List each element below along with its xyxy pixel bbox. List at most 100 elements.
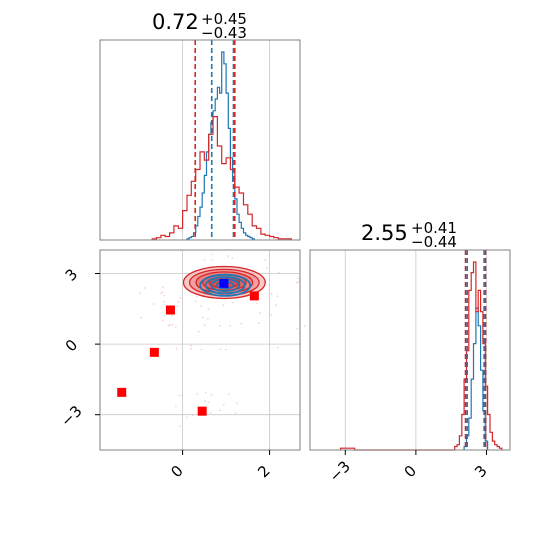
hist2-quantile-lines <box>464 250 487 450</box>
scatter-contour-1-1 <box>204 276 246 295</box>
scatter-marker-0 <box>249 291 259 301</box>
scatter-sample-dot <box>240 322 242 325</box>
scatter-sample-dot <box>204 400 207 402</box>
scatter-sample-dot <box>196 295 198 298</box>
hist-panel-2: 2.55 +0.41 −0.44 −3 0 3 <box>309 219 511 486</box>
hist-panel-1: 0.72 +0.45 −0.43 <box>99 10 301 241</box>
hist2-grid <box>344 250 487 450</box>
scatter-sample-dot <box>219 325 222 327</box>
scatter-sample-dot <box>231 257 234 259</box>
hist1-series <box>151 51 292 240</box>
scatter-sample-dot <box>200 348 203 351</box>
scatter-sample-dot <box>201 316 204 319</box>
scatter-sample-dot <box>219 348 222 351</box>
hist1-series-line-1 <box>151 116 292 240</box>
scatter-sample-dot <box>266 266 269 269</box>
scatter-marker-4 <box>197 406 207 416</box>
scatter-sample-dot <box>227 393 230 396</box>
scatter-sample-dot <box>198 330 200 333</box>
scatter-sample-dot <box>167 324 170 327</box>
scatter-sample-dot <box>175 347 178 350</box>
scatter-sample-dot <box>190 344 192 347</box>
scatter-sample-dot <box>276 295 279 298</box>
scatter-sample-dot <box>236 402 238 405</box>
scatter-frame <box>99 249 301 451</box>
hist2-x-tick-label-0: −3 <box>326 457 354 485</box>
scatter-sample-dot <box>143 287 146 289</box>
hist1-title-plus: +0.45 <box>201 10 247 28</box>
scatter-sample-dot <box>234 412 237 415</box>
scatter-sample-dot <box>181 394 184 396</box>
hist1-title-minus: −0.43 <box>201 24 247 42</box>
scatter-sample-dot <box>277 346 279 349</box>
scatter-sample-dot <box>297 280 300 283</box>
scatter-sample-dot <box>203 324 206 327</box>
hist2-x-ticks: −3 0 3 <box>326 450 491 486</box>
hist1-series-line-0 <box>186 51 255 240</box>
scatter-sample-dot <box>161 291 164 294</box>
scatter-sample-dot <box>152 303 155 305</box>
scatter-sample-dot <box>207 308 210 311</box>
scatter-sample-dot <box>295 281 298 284</box>
scatter-sample-dot <box>232 301 235 304</box>
scatter-sample-dot <box>303 325 306 328</box>
scatter-sample-dot <box>278 271 280 274</box>
scatter-sample-dot <box>161 286 164 289</box>
scatter-sample-dot <box>211 253 214 256</box>
hist2-title-minus: −0.44 <box>411 233 457 251</box>
scatter-sample-dot <box>264 258 266 261</box>
scatter-sample-dot <box>174 326 177 328</box>
scatter-truth-marker <box>219 278 229 288</box>
scatter-sample-dot <box>222 403 225 406</box>
scatter-y-tick-label-0: −3 <box>57 402 85 430</box>
hist2-title-plus: +0.41 <box>411 219 457 237</box>
scatter-sample-dot <box>297 277 300 279</box>
scatter-sample-dot <box>161 319 164 322</box>
scatter-sample-dot <box>222 304 225 306</box>
scatter-sample-dot <box>185 416 188 419</box>
scatter-sample-dot <box>169 323 171 326</box>
hist1-grid <box>182 40 270 240</box>
scatter-marker-2 <box>149 347 159 357</box>
scatter-sample-dot <box>226 255 229 258</box>
scatter-sample-dot <box>204 391 207 394</box>
scatter-sample-dot <box>207 401 210 404</box>
scatter-sample-dot <box>256 302 258 305</box>
scatter-y-tick-label-2: 3 <box>62 265 81 284</box>
scatter-sample-dot <box>171 323 174 326</box>
scatter-sample-dot <box>224 348 227 351</box>
scatter-y-tick-label-1: 0 <box>62 336 81 355</box>
hist2-x-tick-label-1: 0 <box>401 462 420 481</box>
hist1-title: 0.72 <box>152 10 199 34</box>
scatter-y-ticks: −3 0 3 <box>57 265 100 430</box>
scatter-sample-dot <box>210 258 213 261</box>
scatter-sample-dot <box>200 305 202 307</box>
scatter-sample-dot <box>270 314 273 316</box>
scatter-sample-dot <box>179 296 182 299</box>
hist2-series-line-1 <box>340 261 503 451</box>
scatter-sample-dot <box>178 394 181 397</box>
scatter-markers <box>117 278 259 416</box>
scatter-sample-dot <box>203 259 206 262</box>
hist2-x-tick-label-2: 3 <box>471 462 490 481</box>
hist1-quantile-lines <box>194 40 236 240</box>
scatter-sample-dot <box>163 294 166 297</box>
scatter-sample-dot <box>257 322 260 325</box>
scatter-sample-dot <box>176 305 179 308</box>
scatter-sample-dot <box>140 316 143 319</box>
hist2-frame <box>309 249 511 451</box>
scatter-sample-dot <box>139 291 141 294</box>
scatter-marker-3 <box>117 387 127 397</box>
scatter-sample-dot <box>194 300 197 303</box>
hist2-title-value: 2.55 <box>361 221 408 245</box>
scatter-sample-dot <box>209 412 212 414</box>
scatter-sample-dot <box>177 300 180 303</box>
scatter-sample-dot <box>160 292 163 295</box>
hist1-title-value: 0.72 <box>152 10 199 34</box>
scatter-sample-dot <box>175 405 177 408</box>
scatter-sample-dot <box>296 327 299 330</box>
scatter-sample-dot <box>191 414 194 417</box>
scatter-sample-dot <box>210 393 213 396</box>
scatter-sample-dot <box>275 304 278 306</box>
